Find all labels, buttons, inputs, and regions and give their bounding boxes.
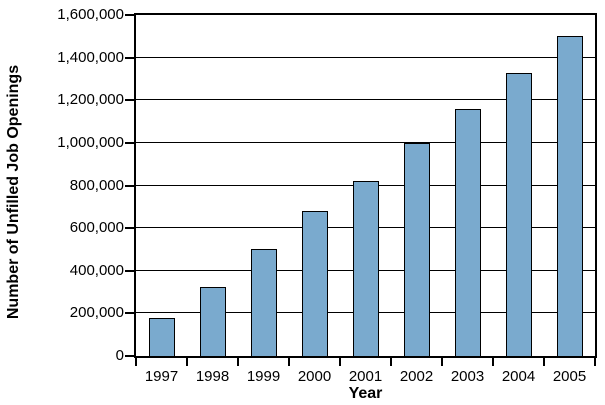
x-tick-mark	[288, 358, 290, 366]
y-tick-mark	[125, 142, 134, 144]
y-tick-mark	[125, 99, 134, 101]
bar-2005	[557, 36, 583, 356]
gridline	[136, 142, 595, 143]
y-tick-label: 0	[115, 347, 124, 364]
y-tick-label: 600,000	[69, 219, 124, 236]
x-tick-mark	[492, 358, 494, 366]
y-tick-mark	[125, 312, 134, 314]
x-tick-mark	[237, 358, 239, 366]
y-tick-label: 1,200,000	[57, 91, 124, 108]
y-tick-mark	[125, 185, 134, 187]
y-tick-mark	[125, 270, 134, 272]
y-tick-label: 1,600,000	[57, 6, 124, 23]
y-tick-mark	[125, 14, 134, 16]
x-tick-mark	[186, 358, 188, 366]
bar-1997	[149, 318, 175, 356]
x-tick-mark	[339, 358, 341, 366]
x-tick-label-2002: 2002	[399, 368, 434, 385]
y-tick-mark	[125, 355, 134, 357]
x-tick-mark	[135, 358, 137, 366]
gridline	[136, 99, 595, 100]
x-tick-label-1999: 1999	[246, 368, 281, 385]
x-tick-mark	[390, 358, 392, 366]
x-tick-mark	[594, 358, 596, 366]
x-tick-label-2005: 2005	[552, 368, 587, 385]
y-tick-label: 800,000	[69, 177, 124, 194]
x-tick-label-2001: 2001	[348, 368, 383, 385]
x-tick-label-2004: 2004	[501, 368, 536, 385]
y-tick-label: 200,000	[69, 304, 124, 321]
gridline	[136, 57, 595, 58]
y-tick-mark	[125, 57, 134, 59]
bar-2003	[455, 109, 481, 356]
x-tick-label-1997: 1997	[144, 368, 179, 385]
y-tick-label: 1,400,000	[57, 49, 124, 66]
bar-1999	[251, 249, 277, 356]
bar-2000	[302, 211, 328, 356]
bar-2001	[353, 181, 379, 356]
plot-area	[134, 13, 597, 358]
x-tick-mark	[441, 358, 443, 366]
bar-1998	[200, 287, 226, 356]
bar-2004	[506, 73, 532, 356]
y-tick-mark	[125, 227, 134, 229]
bar-2002	[404, 143, 430, 356]
x-tick-label-2000: 2000	[297, 368, 332, 385]
y-tick-label: 400,000	[69, 262, 124, 279]
x-tick-label-1998: 1998	[195, 368, 230, 385]
x-tick-label-2003: 2003	[450, 368, 485, 385]
y-tick-label: 1,000,000	[57, 134, 124, 151]
x-axis-title: Year	[348, 385, 383, 402]
x-tick-mark	[543, 358, 545, 366]
